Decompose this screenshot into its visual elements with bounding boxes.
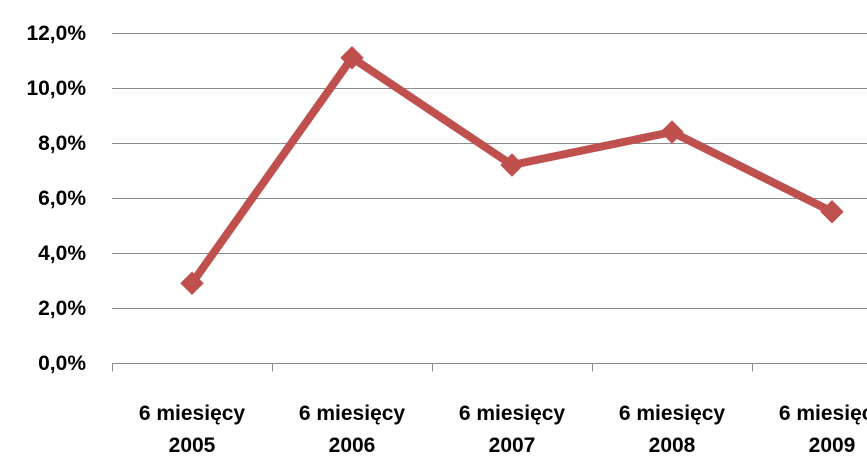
x-axis <box>112 363 867 372</box>
x-tick-label: 6 miesięcy <box>459 402 566 425</box>
x-tick-label: 6 miesięcy <box>299 402 406 425</box>
x-tick-label: 2007 <box>489 434 536 457</box>
y-tick-label: 8,0% <box>38 132 86 155</box>
data-point-marker <box>660 120 684 144</box>
gridlines <box>112 33 867 309</box>
y-tick-label: 4,0% <box>38 242 86 265</box>
y-tick-label: 10,0% <box>26 77 86 100</box>
x-axis-tick-labels: 6 miesięcy 2005 6 miesięcy 2006 6 miesięcy 20… <box>139 402 867 457</box>
x-tick-label: 2006 <box>329 434 376 457</box>
data-point-marker <box>500 153 524 177</box>
y-tick-label: 2,0% <box>38 297 86 320</box>
y-axis-tick-labels: 0,0% 2,0% 4,0% 6,0% 8,0% 10,0% 12,0% <box>26 22 86 375</box>
x-tick-label: 6 miesięcy <box>139 402 246 425</box>
x-tick-label: 2008 <box>649 434 696 457</box>
data-point-marker <box>820 200 844 224</box>
data-point-marker <box>180 271 204 295</box>
x-tick-label: 6 miesięcy <box>779 402 867 425</box>
x-tick-label: 6 miesięcy <box>619 402 726 425</box>
y-tick-label: 0,0% <box>38 352 86 375</box>
data-point-marker <box>340 46 364 70</box>
x-tick-label: 2009 <box>809 434 856 457</box>
y-tick-label: 12,0% <box>26 22 86 45</box>
y-tick-label: 6,0% <box>38 187 86 210</box>
x-tick-label: 2005 <box>169 434 216 457</box>
data-series <box>180 46 844 295</box>
